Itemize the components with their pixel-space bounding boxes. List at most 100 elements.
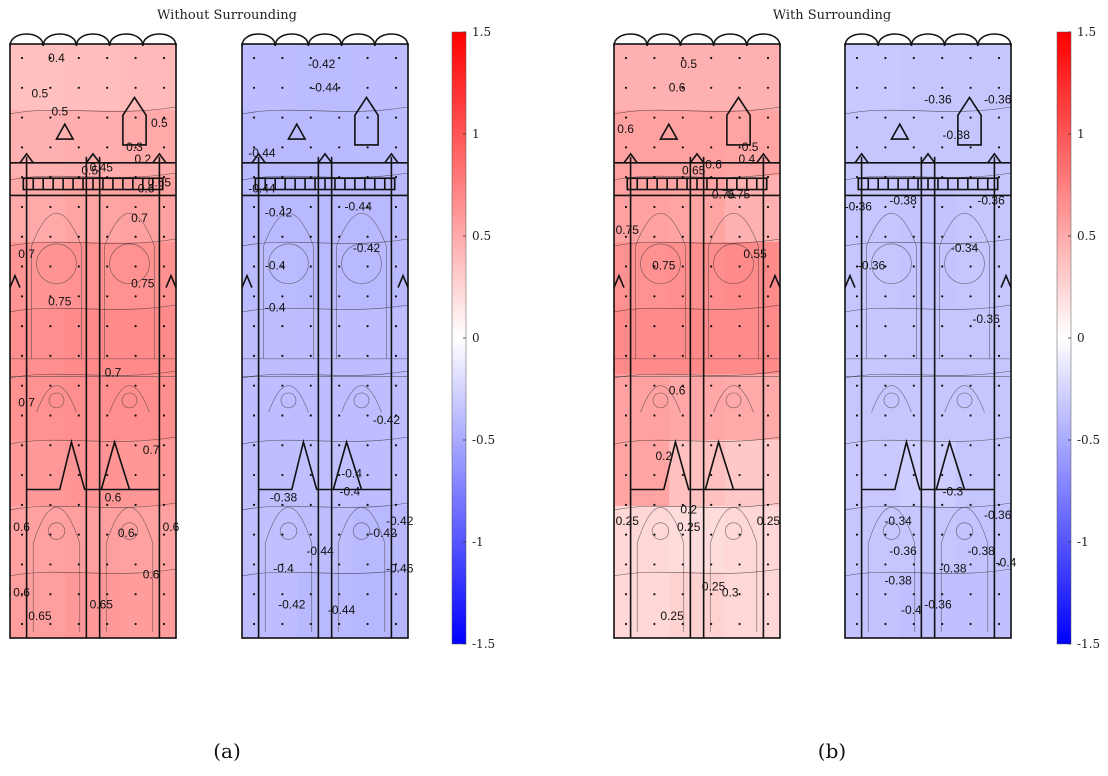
field-cell [845,242,901,309]
sample-point [997,295,1001,298]
sample-point [338,86,341,89]
sample-point [77,414,80,417]
contour-label: -0.3 [943,484,964,498]
sample-point [941,503,944,506]
contour-label: 0.25 [660,609,684,623]
sample-point [49,354,52,357]
sample-point [969,146,972,149]
field-cell [955,374,1012,441]
field-cell [900,110,957,177]
sample-point [653,146,656,149]
sample-point [281,205,284,209]
sample-point [941,86,944,89]
sample-point [49,295,52,298]
sample-point [106,146,109,149]
sample-point [394,622,398,626]
sample-point [710,622,713,626]
sample-point [997,146,1001,149]
sample-point [309,473,312,477]
sample-point [738,503,741,506]
sample-point [653,235,656,238]
sample-point [997,622,1001,626]
contour-label: -0.36 [845,199,873,213]
field-cell [242,242,298,309]
sample-point [309,86,312,89]
sample-point [338,503,341,506]
sample-point [252,56,256,60]
sample-point [281,622,284,626]
sample-point [106,295,109,298]
contour-label: -0.38 [939,562,967,576]
sample-point [738,205,741,209]
sample-point [309,384,312,387]
sample-point [681,563,684,566]
sample-point [20,414,24,417]
sample-point [162,146,166,149]
field-cell [120,242,177,309]
sample-point [855,325,859,328]
sample-point [20,295,24,298]
sample-point [281,116,284,119]
field-cell [352,308,409,375]
contour-label: -0.42 [265,205,293,219]
sample-point [884,444,887,447]
contour-label: -0.36 [889,544,917,558]
contour-label: 0.5 [81,164,98,178]
field-cell [955,242,1012,309]
sample-point [309,533,312,536]
sample-point [309,146,312,149]
field-cell [724,242,781,309]
contour-label: -0.4 [901,603,922,617]
field-cell [120,308,177,375]
sample-point [969,473,972,477]
sample-point [766,414,770,417]
sample-point [281,325,284,328]
contour-label: 0.2 [680,502,697,516]
sample-point [766,503,770,506]
field-cell [900,506,957,573]
sample-point [969,205,972,209]
sample-point [766,622,770,626]
sample-point [309,593,312,596]
sample-point [77,593,80,596]
contour-label: -0.46 [386,562,414,576]
contour-label: -0.36 [984,92,1012,106]
contour-label: -0.34 [951,241,979,255]
sample-point [884,116,887,119]
sample-point [855,205,859,209]
sample-point [855,503,859,506]
field-cell [242,572,298,639]
sample-point [49,622,52,626]
sample-point [252,593,256,596]
sample-point [681,503,684,506]
sample-point [681,473,684,477]
field-cell [120,110,177,177]
field-cell [724,374,781,441]
sample-point [653,325,656,328]
sample-point [941,384,944,387]
sample-point [766,444,770,447]
sample-point [969,444,972,447]
sample-point [162,503,166,506]
sample-point [162,235,166,238]
contour-label: -0.38 [889,193,917,207]
sample-point [710,533,713,536]
sample-point [134,444,137,447]
sample-point [252,444,256,447]
sample-point [106,593,109,596]
sample-point [20,384,24,387]
contour-label: 0.6 [143,568,160,582]
sample-point [49,444,52,447]
sample-point [710,146,713,149]
field-cell [297,44,354,111]
field-cell [845,308,901,375]
field-cell [242,44,298,111]
sample-point [20,56,24,60]
sample-point [134,473,137,477]
field-cell [120,374,177,441]
sample-point [884,533,887,536]
sample-point [394,593,398,596]
contour-label: 0.65 [148,176,172,190]
sample-point [77,146,80,149]
contour-label: 0.4 [48,51,65,65]
